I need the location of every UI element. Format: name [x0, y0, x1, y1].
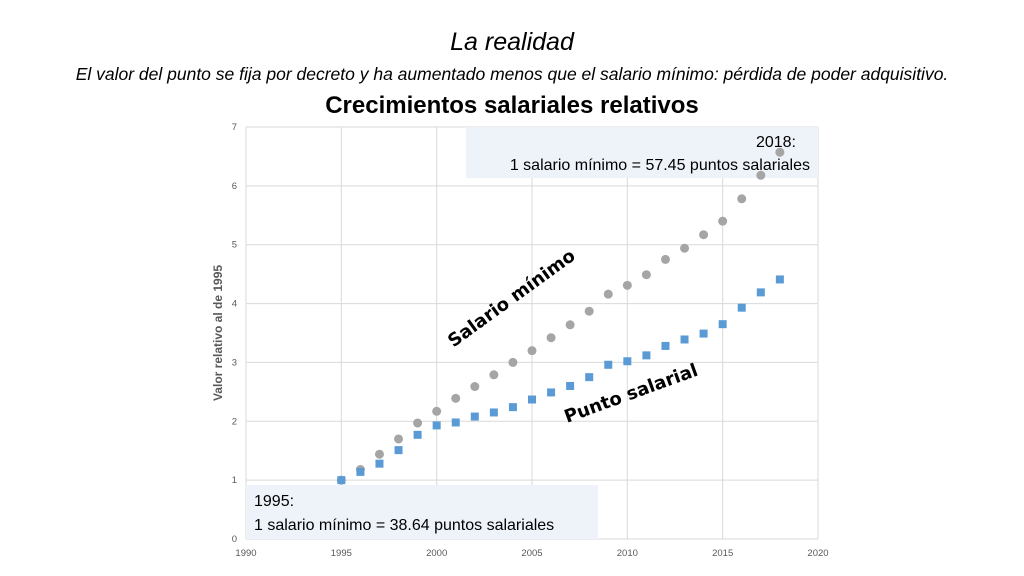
annotation-backgrounds: [246, 127, 818, 539]
annotation-2018-text: 1 salario mínimo = 57.45 puntos salarial…: [510, 157, 810, 174]
salario-minimo-point: [756, 170, 766, 180]
punto-salarial-point: [661, 341, 670, 350]
punto-salarial-point: [604, 360, 613, 369]
punto-salarial-point: [451, 418, 460, 427]
annotation-1995-text: 1 salario mínimo = 38.64 puntos salarial…: [254, 517, 554, 534]
y-tick-label: 0: [232, 534, 237, 545]
y-tick-label: 4: [232, 299, 237, 310]
punto-salarial-point: [413, 430, 422, 439]
x-tick-label: 2000: [426, 548, 447, 559]
punto-salarial-point: [547, 388, 556, 397]
salario-minimo-point: [527, 346, 537, 356]
tick-labels: 1990 1995 2000 2005 2010 2015 2020 0 1 2 3 4 5 6 7: [232, 122, 829, 559]
y-tick-label: 3: [232, 357, 237, 368]
punto-salarial-point: [623, 357, 632, 366]
slide-title: La realidad: [450, 28, 574, 56]
salario-minimo-point: [394, 434, 404, 444]
punto-salarial-point: [528, 395, 536, 404]
punto-salarial-point: [775, 275, 784, 284]
x-tick-label: 1995: [331, 548, 352, 559]
x-tick-label: 2005: [521, 548, 542, 559]
chart-title: Crecimientos salariales relativos: [325, 92, 699, 119]
salario-minimo-point: [565, 320, 575, 330]
x-tick-label: 2010: [617, 548, 638, 559]
punto-salarial-point: [470, 412, 479, 421]
salario-minimo-point: [546, 333, 556, 343]
annotation-2018-box: [466, 127, 818, 178]
punto-salarial-point: [337, 476, 346, 485]
salario-minimo-point: [451, 393, 461, 403]
salario-minimo-point: [432, 406, 442, 416]
punto-salarial-point: [756, 288, 765, 297]
salario-minimo-point: [489, 370, 499, 380]
punto-salarial-point: [699, 329, 708, 338]
salario-minimo-point: [374, 449, 384, 459]
punto-salarial-point: [737, 303, 746, 312]
y-tick-label: 6: [232, 181, 237, 192]
annotation-1995-box: [246, 485, 598, 539]
punto-salarial-point: [718, 320, 727, 329]
salario-minimo-point: [660, 254, 670, 264]
salario-minimo-point: [584, 306, 594, 316]
slide-subtitle: El valor del punto se fija por decreto y…: [75, 64, 949, 84]
y-tick-label: 5: [232, 240, 237, 251]
salario-minimo-point: [737, 194, 747, 204]
punto-salarial-point: [508, 403, 517, 412]
salario-minimo-point: [508, 357, 518, 367]
salario-minimo-point: [699, 230, 709, 240]
punto-salarial-point: [432, 421, 441, 430]
salario-minimo-point: [641, 270, 651, 280]
data-markers: [336, 147, 785, 485]
salario-minimo-point: [775, 147, 785, 157]
y-axis-title: Valor relativo al de 1995: [211, 265, 225, 401]
punto-salarial-point: [489, 408, 498, 417]
x-tick-label: 2020: [807, 548, 828, 559]
punto-salarial-point: [394, 446, 403, 455]
salario-minimo-point: [680, 243, 690, 253]
salario-minimo-point: [413, 418, 423, 428]
punto-salarial-point: [585, 373, 594, 382]
punto-salarial-point: [356, 467, 365, 476]
annotation-2018-year: 2018:: [756, 134, 796, 151]
y-tick-label: 2: [232, 416, 237, 427]
punto-salarial-point: [642, 351, 651, 360]
punto-salarial-point: [375, 459, 384, 468]
y-tick-label: 7: [232, 122, 237, 133]
x-tick-label: 2015: [712, 548, 733, 559]
series-label-salario-minimo: Salario mínimo: [444, 245, 579, 351]
salario-minimo-point: [622, 280, 632, 290]
salario-minimo-point: [718, 216, 728, 226]
punto-salarial-point: [566, 381, 575, 390]
x-tick-label: 1990: [235, 548, 256, 559]
punto-salarial-point: [680, 335, 689, 344]
salario-minimo-point: [470, 382, 480, 392]
y-tick-label: 1: [232, 475, 237, 486]
gridlines: [245, 126, 819, 540]
salario-minimo-point: [603, 289, 613, 299]
series-label-punto-salarial: Punto salarial: [561, 360, 700, 428]
annotation-1995-year: 1995:: [254, 493, 294, 510]
